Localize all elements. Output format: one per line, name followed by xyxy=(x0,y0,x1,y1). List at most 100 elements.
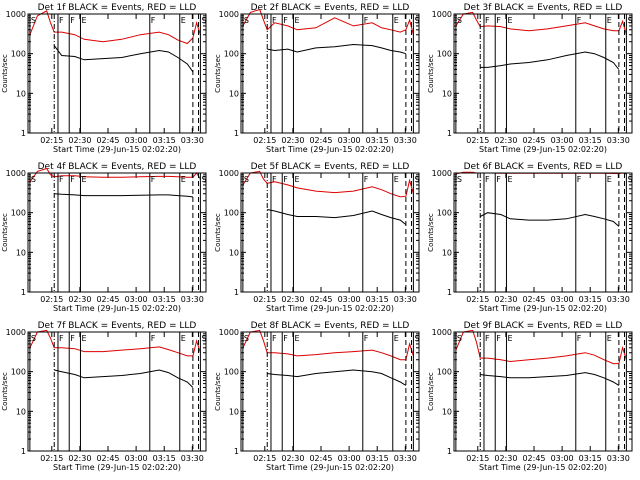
flag-label: S xyxy=(31,175,36,184)
events-series-line xyxy=(480,372,620,386)
plot-frame xyxy=(27,13,207,134)
x-tick-label: 02:45 xyxy=(96,136,119,145)
flag-label: F xyxy=(496,334,501,343)
y-tick-label: 100 xyxy=(11,368,26,377)
y-tick-label: 10 xyxy=(442,248,452,257)
y-tick-label: 1000 xyxy=(6,10,26,19)
x-tick-label: 02:45 xyxy=(96,295,119,304)
x-tick-label: 03:15 xyxy=(366,454,389,463)
plot-frame xyxy=(240,13,420,134)
x-axis-label: Start Time (29-Jun-15 02:02:20) xyxy=(479,304,607,313)
x-tick-label: 03:15 xyxy=(366,136,389,145)
flag-label: S xyxy=(201,334,206,343)
x-tick-label: 02:15 xyxy=(466,295,489,304)
flag-label: F xyxy=(283,16,288,25)
y-axis-label: Counts/sec xyxy=(214,54,222,93)
x-tick-label: 03:30 xyxy=(607,454,630,463)
x-tick-label: 03:30 xyxy=(181,295,204,304)
x-tick-label: 03:30 xyxy=(181,454,204,463)
x-tick-label: 02:15 xyxy=(40,454,63,463)
panel-title: Det 6f BLACK = Events, RED = LLD xyxy=(464,162,623,172)
x-tick-label: 03:15 xyxy=(579,136,602,145)
flag-label: F xyxy=(496,175,501,184)
flag-label: S xyxy=(414,175,419,184)
x-tick-label: 02:30 xyxy=(281,295,304,304)
flag-label: S xyxy=(244,175,249,184)
flag-label: F xyxy=(577,334,582,343)
y-axis-label: Counts/sec xyxy=(214,372,222,411)
flag-label: E xyxy=(181,175,186,184)
x-tick-label: 02:15 xyxy=(40,295,63,304)
flag-label: E xyxy=(507,175,512,184)
y-tick-label: 1000 xyxy=(219,10,239,19)
panel-det-1f: Det 1f BLACK = Events, RED = LLD Counts/s… xyxy=(1,3,207,154)
lld-series-line xyxy=(29,329,201,357)
plot-frame xyxy=(27,172,207,293)
panel-title: Det 1f BLACK = Events, RED = LLD xyxy=(38,3,197,13)
x-axis-label: Start Time (29-Jun-15 02:02:20) xyxy=(479,463,607,472)
flag-label: F xyxy=(59,334,64,343)
plot-frame xyxy=(453,13,633,134)
panel-det-5f: Det 5f BLACK = Events, RED = LLD Counts/s… xyxy=(214,162,420,313)
flag-label: E xyxy=(607,16,612,25)
panel-det-9f: Det 9f BLACK = Events, RED = LLD Counts/s… xyxy=(427,321,633,472)
flag-label: S xyxy=(457,16,462,25)
panel-det-6f: Det 6f BLACK = Events, RED = LLD Counts/s… xyxy=(427,162,633,313)
lld-series-line xyxy=(455,329,627,365)
y-tick-label: 1 xyxy=(21,447,26,456)
flag-label: F xyxy=(70,16,75,25)
events-series-line xyxy=(54,369,194,388)
flag-label: F xyxy=(485,16,490,25)
y-tick-label: 1000 xyxy=(219,328,239,337)
flag-label: S xyxy=(244,334,249,343)
panel-det-7f: Det 7f BLACK = Events, RED = LLD Counts/s… xyxy=(1,321,207,472)
events-series-line xyxy=(54,193,193,198)
y-tick-label: 1 xyxy=(447,447,452,456)
x-tick-label: 02:45 xyxy=(522,136,545,145)
y-tick-label: 1 xyxy=(234,288,239,297)
x-tick-label: 03:15 xyxy=(579,295,602,304)
y-tick-label: 100 xyxy=(437,50,452,59)
y-axis-label: Counts/sec xyxy=(1,213,9,252)
flag-label: F xyxy=(151,334,156,343)
x-tick-label: 02:45 xyxy=(309,295,332,304)
flag-label: F xyxy=(577,175,582,184)
flag-label: E xyxy=(507,16,512,25)
y-tick-label: 1000 xyxy=(6,328,26,337)
flag-label: F xyxy=(364,175,369,184)
y-tick-label: 100 xyxy=(224,50,239,59)
x-tick-label: 03:00 xyxy=(125,454,148,463)
y-tick-label: 100 xyxy=(11,50,26,59)
x-tick-label: 03:00 xyxy=(551,454,574,463)
x-tick-label: 02:15 xyxy=(253,136,276,145)
flag-label: F xyxy=(283,334,288,343)
panel-title: Det 5f BLACK = Events, RED = LLD xyxy=(251,162,410,172)
y-tick-label: 10 xyxy=(16,407,26,416)
x-tick-label: 03:00 xyxy=(338,295,361,304)
flag-label: F xyxy=(70,175,75,184)
x-axis-label: Start Time (29-Jun-15 02:02:20) xyxy=(266,463,394,472)
flag-label: E xyxy=(294,16,299,25)
flag-label: S xyxy=(414,16,419,25)
panel-title: Det 2f BLACK = Events, RED = LLD xyxy=(251,3,410,13)
flag-label: S xyxy=(627,334,632,343)
plot-frame xyxy=(453,331,633,452)
flag-label: F xyxy=(577,16,582,25)
y-tick-label: 1000 xyxy=(219,169,239,178)
events-series-line xyxy=(479,212,620,227)
flag-label: S xyxy=(244,16,249,25)
x-tick-label: 02:45 xyxy=(96,454,119,463)
flag-label: E xyxy=(294,175,299,184)
panel-title: Det 4f BLACK = Events, RED = LLD xyxy=(38,162,197,172)
panel-title: Det 9f BLACK = Events, RED = LLD xyxy=(464,321,623,331)
y-tick-label: 1 xyxy=(234,129,239,138)
y-tick-label: 1000 xyxy=(432,10,452,19)
flag-label: E xyxy=(394,16,399,25)
panel-det-4f: Det 4f BLACK = Events, RED = LLD Counts/s… xyxy=(1,162,207,313)
flag-label: F xyxy=(59,16,64,25)
x-tick-label: 02:30 xyxy=(494,454,517,463)
flag-label: S xyxy=(457,334,462,343)
y-axis-label: Counts/sec xyxy=(427,213,435,252)
y-axis-label: Counts/sec xyxy=(1,372,9,411)
